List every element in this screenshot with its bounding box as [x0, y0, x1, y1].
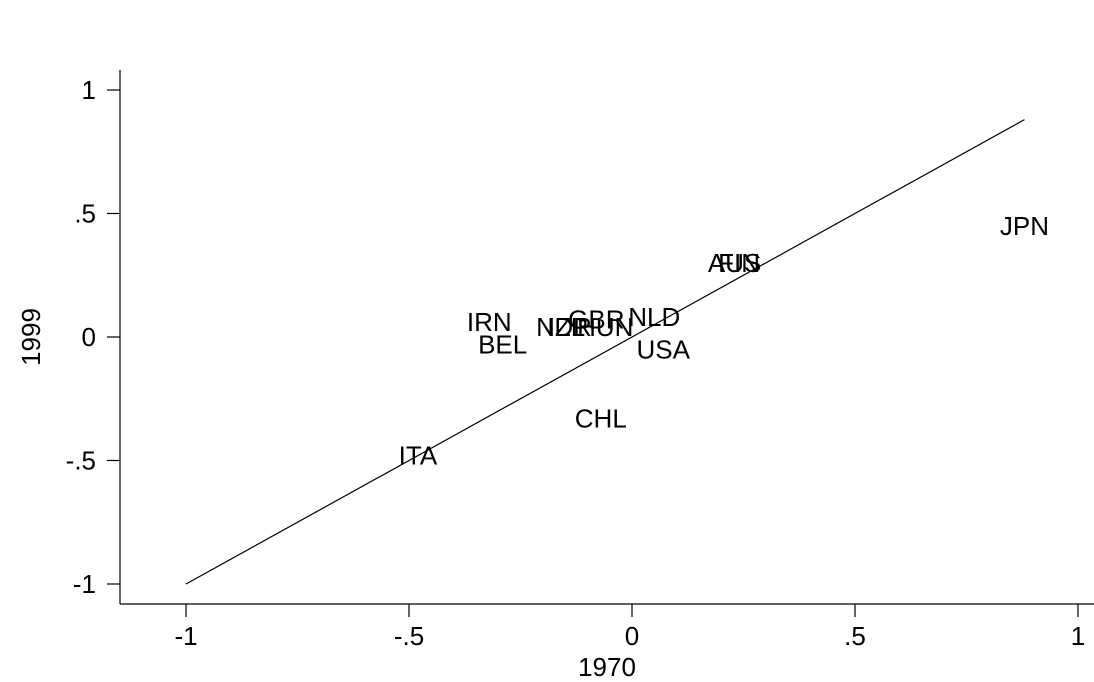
y-tick-label: -.5 [66, 446, 96, 476]
point-label-fin: FIN [718, 248, 760, 278]
x-tick-label: 1 [1071, 621, 1085, 651]
point-label-nld: NLD [628, 302, 680, 332]
point-label-hun: HUN [577, 312, 633, 342]
y-axis-title: 1999 [16, 308, 46, 366]
fit-line-group [185, 119, 1025, 585]
x-tick-label: -.5 [394, 621, 424, 651]
fit-line [185, 119, 1025, 585]
y-tick-label: 0 [82, 322, 96, 352]
point-label-bel: BEL [478, 329, 527, 359]
x-tick-label: -1 [174, 621, 197, 651]
x-tick-label: 0 [625, 621, 639, 651]
point-label-chl: CHL [575, 404, 627, 434]
y-ticks: -1 -.5 0 .5 1 [66, 75, 120, 599]
point-label-idr: IDR [547, 312, 592, 342]
point-label-aus: AUS [708, 248, 761, 278]
x-ticks: -1 -.5 0 .5 1 [174, 604, 1085, 651]
y-tick-label: -1 [73, 569, 96, 599]
point-label-usa: USA [636, 334, 690, 364]
point-label-jpn: JPN [1000, 211, 1049, 241]
y-tick-label: 1 [82, 75, 96, 105]
point-label-irn: IRN [467, 307, 512, 337]
y-tick-label: .5 [74, 199, 96, 229]
point-label-ita: ITA [399, 441, 438, 471]
x-axis-title: 1970 [578, 652, 636, 682]
point-label-gbr: GBR [568, 305, 624, 335]
x-tick-label: .5 [844, 621, 866, 651]
point-label-nzl: NZL [536, 312, 585, 342]
